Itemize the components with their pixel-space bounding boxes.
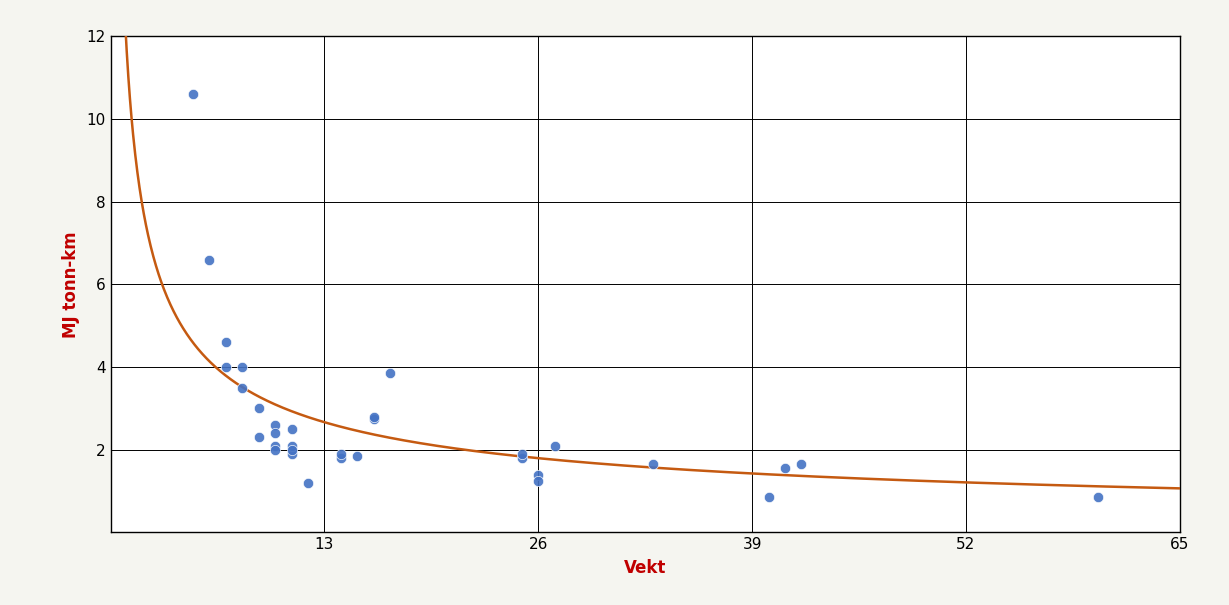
Point <box>544 440 564 450</box>
Point <box>364 414 383 424</box>
Point <box>232 362 252 372</box>
Point <box>248 404 268 413</box>
Point <box>232 383 252 393</box>
Point <box>775 463 795 473</box>
Point <box>265 440 285 450</box>
Y-axis label: MJ tonn-km: MJ tonn-km <box>61 231 80 338</box>
Point <box>791 459 811 469</box>
Point <box>281 424 301 434</box>
Point <box>348 451 367 461</box>
X-axis label: Vekt: Vekt <box>624 559 666 577</box>
Point <box>512 453 532 463</box>
Point <box>1088 492 1107 502</box>
Point <box>216 338 236 347</box>
Point <box>299 478 318 488</box>
Point <box>758 492 778 502</box>
Point <box>331 453 350 463</box>
Point <box>528 476 548 486</box>
Point <box>265 428 285 438</box>
Point <box>183 90 203 99</box>
Point <box>381 368 401 378</box>
Point <box>265 445 285 454</box>
Point <box>281 449 301 459</box>
Point <box>265 420 285 430</box>
Point <box>644 459 664 469</box>
Point <box>216 362 236 372</box>
Point <box>331 449 350 459</box>
Point <box>281 440 301 450</box>
Point <box>512 449 532 459</box>
Point <box>199 255 219 264</box>
Point <box>364 412 383 422</box>
Point <box>248 433 268 442</box>
Point <box>528 469 548 479</box>
Point <box>281 445 301 454</box>
